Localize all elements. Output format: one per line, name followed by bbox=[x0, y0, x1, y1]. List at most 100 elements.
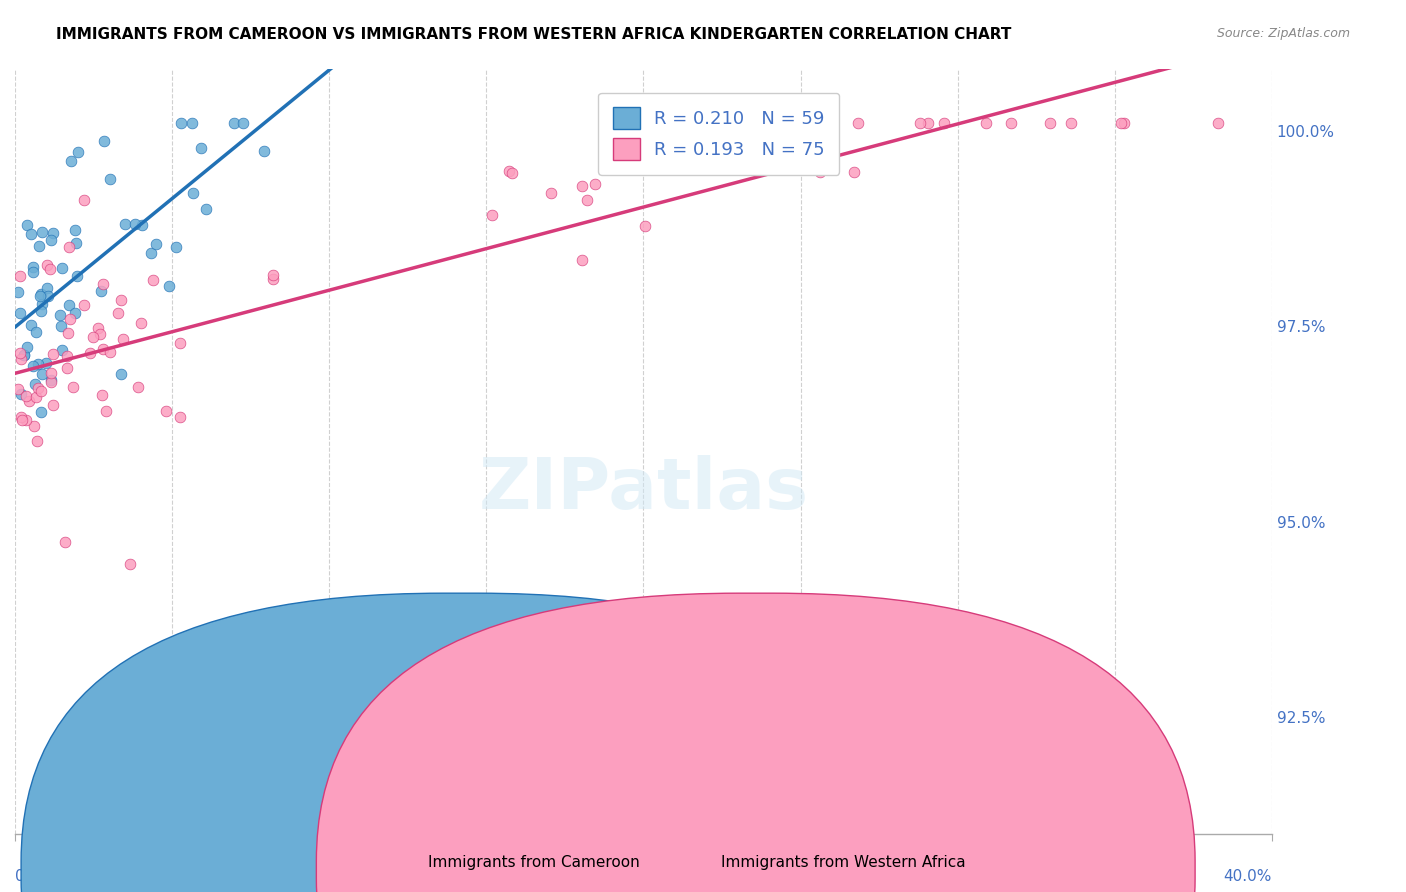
Point bbox=[56, 349, 79, 363]
Point bbox=[25, 434, 48, 449]
Point bbox=[27, 381, 49, 395]
Point bbox=[180, 116, 202, 130]
Point bbox=[65, 306, 87, 320]
Point bbox=[98, 172, 121, 186]
Point bbox=[30, 405, 52, 419]
Point bbox=[53, 534, 76, 549]
Point bbox=[11, 413, 34, 427]
Point bbox=[28, 238, 51, 252]
Point bbox=[1039, 116, 1062, 130]
Point bbox=[633, 219, 655, 234]
Point bbox=[37, 289, 59, 303]
Point bbox=[571, 252, 593, 267]
Point bbox=[183, 186, 205, 200]
Point bbox=[21, 359, 44, 374]
Point bbox=[27, 357, 49, 371]
Point bbox=[30, 304, 52, 318]
Point bbox=[262, 268, 284, 283]
Point bbox=[1112, 116, 1135, 130]
Point bbox=[232, 116, 254, 130]
Point bbox=[110, 367, 132, 381]
Point bbox=[86, 320, 108, 334]
Point bbox=[195, 202, 218, 216]
Legend: R = 0.210   N = 59, R = 0.193   N = 75: R = 0.210 N = 59, R = 0.193 N = 75 bbox=[599, 93, 839, 175]
Point bbox=[637, 116, 659, 130]
Point bbox=[118, 558, 141, 572]
Point bbox=[773, 116, 796, 130]
Point bbox=[22, 419, 45, 434]
Point bbox=[501, 166, 523, 180]
Point bbox=[917, 116, 939, 130]
Point bbox=[56, 326, 79, 341]
Point bbox=[79, 346, 101, 360]
Point bbox=[10, 410, 32, 425]
Point bbox=[31, 225, 53, 239]
Point bbox=[89, 327, 111, 342]
Point bbox=[13, 348, 35, 362]
Point bbox=[155, 404, 177, 418]
Point bbox=[10, 352, 32, 367]
Point bbox=[22, 260, 45, 275]
Point bbox=[15, 413, 38, 427]
Point bbox=[129, 316, 152, 330]
Point bbox=[39, 373, 62, 387]
Point bbox=[48, 308, 70, 322]
Point bbox=[932, 116, 955, 130]
Point bbox=[93, 134, 115, 148]
Point bbox=[253, 144, 276, 158]
Point bbox=[10, 387, 32, 401]
Point bbox=[262, 271, 284, 285]
Point bbox=[59, 312, 82, 326]
Point bbox=[65, 268, 87, 283]
Point bbox=[41, 375, 63, 389]
Point bbox=[190, 140, 212, 154]
Point bbox=[15, 389, 38, 403]
Point bbox=[15, 340, 38, 354]
Point bbox=[112, 332, 135, 346]
Point bbox=[141, 273, 163, 287]
Point bbox=[20, 318, 42, 333]
Point bbox=[808, 165, 831, 179]
Text: 0.0%: 0.0% bbox=[15, 869, 53, 884]
Point bbox=[58, 298, 80, 312]
Point bbox=[481, 208, 503, 222]
Point bbox=[157, 279, 180, 293]
Point bbox=[91, 343, 114, 357]
Point bbox=[42, 226, 65, 240]
Point bbox=[31, 368, 53, 382]
Point bbox=[25, 390, 48, 404]
Point bbox=[35, 356, 58, 370]
Point bbox=[60, 154, 83, 169]
Text: Immigrants from Western Africa: Immigrants from Western Africa bbox=[721, 855, 966, 870]
Point bbox=[842, 164, 865, 178]
Point bbox=[131, 218, 153, 232]
Point bbox=[576, 193, 599, 207]
Point bbox=[1208, 116, 1230, 130]
Point bbox=[51, 260, 73, 275]
Point bbox=[127, 380, 149, 394]
Point bbox=[145, 236, 167, 251]
Point bbox=[91, 387, 114, 401]
Point bbox=[35, 259, 58, 273]
Point bbox=[846, 116, 869, 130]
Point bbox=[908, 116, 931, 130]
Point bbox=[139, 246, 162, 260]
Point bbox=[124, 217, 146, 231]
Point bbox=[540, 186, 562, 200]
Point bbox=[39, 262, 62, 277]
Point bbox=[498, 164, 520, 178]
Point bbox=[7, 285, 30, 300]
Text: 40.0%: 40.0% bbox=[1223, 869, 1272, 884]
Point bbox=[114, 217, 136, 231]
Text: ZIPatlas: ZIPatlas bbox=[478, 455, 808, 524]
Point bbox=[62, 379, 84, 393]
Point bbox=[8, 346, 31, 360]
Point bbox=[169, 116, 191, 130]
Point bbox=[58, 240, 80, 254]
Point bbox=[100, 345, 122, 359]
Point bbox=[974, 116, 997, 130]
Point bbox=[165, 240, 187, 254]
Point bbox=[7, 382, 30, 396]
Point bbox=[90, 284, 112, 298]
Point bbox=[110, 293, 132, 307]
